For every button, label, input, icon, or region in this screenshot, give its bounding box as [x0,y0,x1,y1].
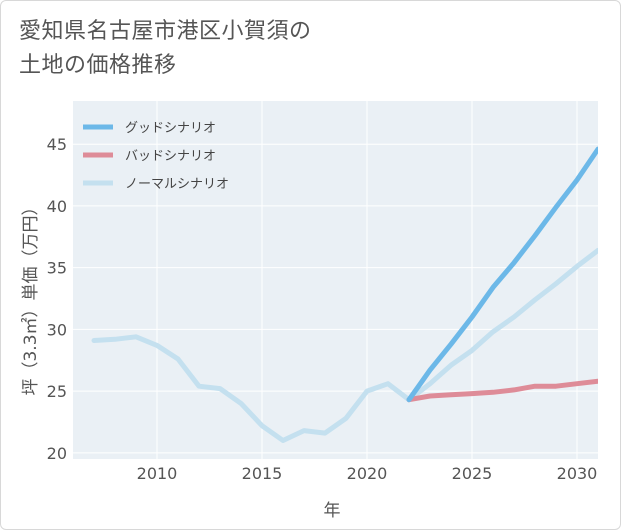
x-tick-label: 2025 [452,464,493,483]
chart-title-line-2: 土地の価格推移 [19,53,177,78]
x-tick-labels: 2010 2015 2020 2025 2030 [137,464,598,483]
chart-title: 愛知県名古屋市港区小賀須の 土地の価格推移 [19,15,312,83]
chart-title-line-1: 愛知県名古屋市港区小賀須の [19,19,312,44]
y-tick-label: 45 [47,135,67,154]
series-lines [91,146,598,443]
grid-lines [73,101,598,459]
plot-background [73,101,598,459]
x-tick-label: 2030 [557,464,598,483]
y-tick-label: 30 [47,320,67,339]
legend-label: グッドシナリオ [125,121,216,136]
y-axis-label: 坪（3.3㎡）単価（万円） [21,198,41,395]
legend-label: バッドシナリオ [125,149,216,164]
y-tick-labels: 20 25 30 35 40 45 [47,135,67,463]
x-axis-label: 年 [324,501,341,521]
y-tick-label: 35 [47,259,67,278]
series-line-2 [91,247,598,443]
y-tick-label: 40 [47,197,67,216]
series-line-1 [406,378,598,403]
x-tick-label: 2010 [137,464,178,483]
legend-label: ノーマルシナリオ [125,177,229,192]
series-line-0 [406,146,598,403]
y-tick-label: 20 [47,444,67,463]
x-tick-label: 2020 [347,464,388,483]
x-tick-label: 2015 [242,464,283,483]
y-tick-label: 25 [47,382,67,401]
